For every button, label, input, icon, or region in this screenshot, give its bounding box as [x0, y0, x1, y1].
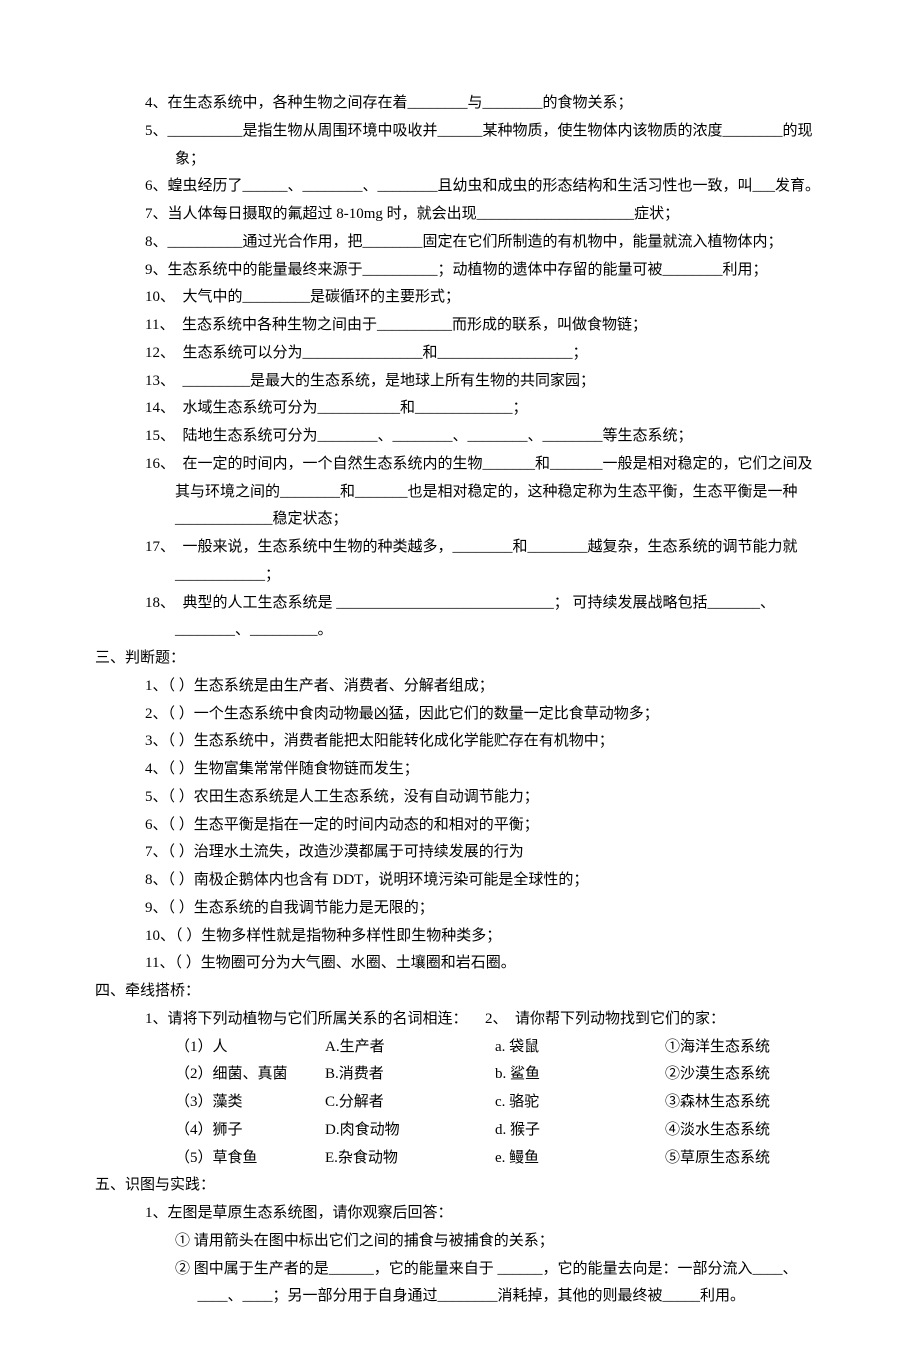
- fill-q16: 16、 在一定的时间内，一个自然生态系统内的生物_______和_______一…: [125, 451, 825, 534]
- match-cell: （5）草食鱼: [175, 1145, 325, 1173]
- match-cell: b. 鲨鱼: [495, 1061, 665, 1089]
- diagram-q1: 1、左图是草原生态系统图，请你观察后回答：: [95, 1200, 825, 1228]
- match-cell: ③森林生态系统: [665, 1089, 825, 1117]
- judge-q10: 10、（ ）生物多样性就是指物种多样性即生物种类多；: [95, 923, 825, 951]
- fill-q5: 5、__________是指生物从周围环境中吸收并______某种物质，使生物体…: [125, 118, 825, 174]
- match-row: （5）草食鱼 E.杂食动物 e. 鳗鱼 ⑤草原生态系统: [95, 1145, 825, 1173]
- fill-q7: 7、当人体每日摄取的氟超过 8-10mg 时，就会出现_____________…: [125, 201, 825, 229]
- match-header: 1、请将下列动植物与它们所属关系的名词相连： 2、 请你帮下列动物找到它们的家：: [95, 1006, 825, 1034]
- fill-q10: 10、 大气中的_________是碳循环的主要形式；: [125, 284, 825, 312]
- judge-q7: 7、（ ）治理水土流失，改造沙漠都属于可持续发展的行为: [95, 839, 825, 867]
- match-head1: 1、请将下列动植物与它们所属关系的名词相连：: [145, 1006, 485, 1034]
- fill-q8: 8、__________通过光合作用，把________固定在它们所制造的有机物…: [125, 229, 825, 257]
- match-cell: A.生产者: [325, 1034, 495, 1062]
- fill-q13: 13、 _________是最大的生态系统，是地球上所有生物的共同家园；: [125, 368, 825, 396]
- diagram-sub2: ② 图中属于生产者的是______，它的能量来自于 ______，它的能量去向是…: [118, 1256, 826, 1312]
- match-head2: 2、 请你帮下列动物找到它们的家：: [485, 1006, 825, 1034]
- match-cell: c. 骆驼: [495, 1089, 665, 1117]
- judge-title: 三、判断题：: [95, 645, 825, 673]
- match-title: 四、牵线搭桥：: [95, 978, 825, 1006]
- match-row: （3）藻类 C.分解者 c. 骆驼 ③森林生态系统: [95, 1089, 825, 1117]
- match-cell: （2）细菌、真菌: [175, 1061, 325, 1089]
- fill-q12: 12、 生态系统可以分为________________和___________…: [125, 340, 825, 368]
- fill-q11: 11、 生态系统中各种生物之间由于__________而形成的联系，叫做食物链；: [125, 312, 825, 340]
- match-row: （4）狮子 D.肉食动物 d. 猴子 ④淡水生态系统: [95, 1117, 825, 1145]
- match-cell: （3）藻类: [175, 1089, 325, 1117]
- match-cell: ④淡水生态系统: [665, 1117, 825, 1145]
- judge-q1: 1、（ ）生态系统是由生产者、消费者、分解者组成；: [95, 673, 825, 701]
- fill-q18: 18、 典型的人工生态系统是 _________________________…: [125, 590, 825, 646]
- judge-q4: 4、（ ）生物富集常常伴随食物链而发生；: [95, 756, 825, 784]
- judge-q8: 8、（ ）南极企鹅体内也含有 DDT，说明环境污染可能是全球性的；: [95, 867, 825, 895]
- match-cell: （4）狮子: [175, 1117, 325, 1145]
- judge-q9: 9、（ ）生态系统的自我调节能力是无限的；: [95, 895, 825, 923]
- judge-q2: 2、（ ）一个生态系统中食肉动物最凶猛，因此它们的数量一定比食草动物多；: [95, 701, 825, 729]
- judge-q3: 3、（ ）生态系统中，消费者能把太阳能转化成化学能贮存在有机物中；: [95, 728, 825, 756]
- judge-q6: 6、（ ）生态平衡是指在一定的时间内动态的和相对的平衡；: [95, 812, 825, 840]
- match-row: （2）细菌、真菌 B.消费者 b. 鲨鱼 ②沙漠生态系统: [95, 1061, 825, 1089]
- match-cell: B.消费者: [325, 1061, 495, 1089]
- match-cell: （1）人: [175, 1034, 325, 1062]
- match-cell: E.杂食动物: [325, 1145, 495, 1173]
- match-cell: ①海洋生态系统: [665, 1034, 825, 1062]
- fill-q4: 4、在生态系统中，各种生物之间存在着________与________的食物关系…: [125, 90, 825, 118]
- match-row: （1）人 A.生产者 a. 袋鼠 ①海洋生态系统: [95, 1034, 825, 1062]
- match-cell: C.分解者: [325, 1089, 495, 1117]
- match-cell: a. 袋鼠: [495, 1034, 665, 1062]
- match-cell: d. 猴子: [495, 1117, 665, 1145]
- fill-q17: 17、 一般来说，生态系统中生物的种类越多，________和________越…: [125, 534, 825, 590]
- fill-q14: 14、 水域生态系统可分为___________和_____________；: [125, 395, 825, 423]
- fill-q6: 6、蝗虫经历了______、________、________且幼虫和成虫的形态…: [125, 173, 825, 201]
- judge-q5: 5、（ ）农田生态系统是人工生态系统，没有自动调节能力；: [95, 784, 825, 812]
- match-cell: D.肉食动物: [325, 1117, 495, 1145]
- diagram-title: 五、识图与实践：: [95, 1172, 825, 1200]
- diagram-sub1: ① 请用箭头在图中标出它们之间的捕食与被捕食的关系；: [118, 1228, 826, 1256]
- match-cell: ②沙漠生态系统: [665, 1061, 825, 1089]
- fill-q9: 9、生态系统中的能量最终来源于__________；动植物的遗体中存留的能量可被…: [125, 257, 825, 285]
- fill-q15: 15、 陆地生态系统可分为________、________、________、…: [125, 423, 825, 451]
- judge-q11: 11、（ ）生物圈可分为大气圈、水圈、土壤圈和岩石圈。: [95, 950, 825, 978]
- match-cell: e. 鳗鱼: [495, 1145, 665, 1173]
- match-cell: ⑤草原生态系统: [665, 1145, 825, 1173]
